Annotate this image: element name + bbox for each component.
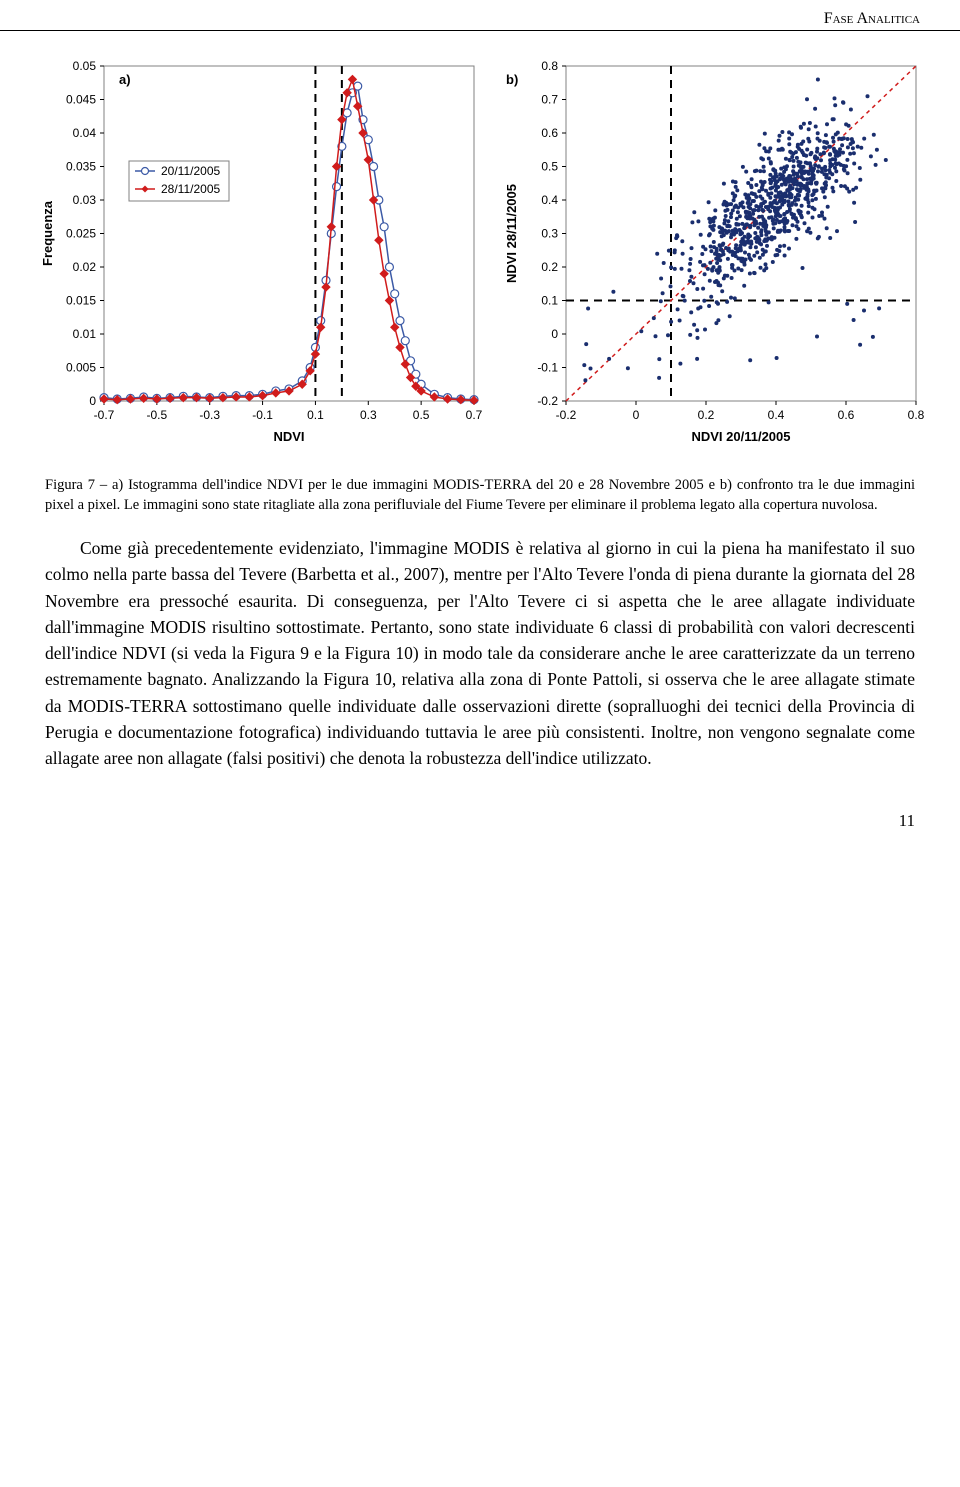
svg-text:0.025: 0.025 (66, 227, 96, 241)
svg-text:0.005: 0.005 (66, 361, 96, 375)
svg-text:-0.2: -0.2 (537, 394, 558, 408)
svg-text:0.015: 0.015 (66, 294, 96, 308)
svg-text:0.3: 0.3 (541, 227, 558, 241)
svg-text:0.01: 0.01 (73, 327, 97, 341)
chart-a-histogram: 0 0.005 0.01 0.015 0.02 0.025 0.03 0.035 0.04 0.0… (34, 51, 484, 451)
svg-text:20/11/2005: 20/11/2005 (161, 164, 220, 178)
svg-text:-0.7: -0.7 (94, 408, 115, 422)
svg-text:NDVI 28/11/2005: NDVI 28/11/2005 (504, 184, 519, 283)
svg-text:0.1: 0.1 (541, 294, 558, 308)
svg-text:0.04: 0.04 (73, 126, 97, 140)
svg-text:-0.1: -0.1 (537, 361, 558, 375)
svg-text:0.2: 0.2 (541, 260, 558, 274)
svg-text:0.035: 0.035 (66, 160, 96, 174)
svg-text:NDVI: NDVI (273, 429, 304, 444)
chart-b-scatter: -0.2 -0.1 0 0.1 0.2 0.3 0.4 0.5 0.6 0.7 0.8 -0.2 0 0.… (496, 51, 926, 451)
svg-text:0.7: 0.7 (541, 93, 558, 107)
svg-text:0: 0 (551, 327, 558, 341)
svg-text:0: 0 (89, 394, 96, 408)
svg-text:0.6: 0.6 (838, 408, 855, 422)
svg-text:-0.3: -0.3 (199, 408, 220, 422)
svg-text:0.2: 0.2 (698, 408, 715, 422)
charts-row: 0 0.005 0.01 0.015 0.02 0.025 0.03 0.035 0.04 0.0… (0, 31, 960, 461)
svg-text:0.8: 0.8 (908, 408, 925, 422)
svg-text:-0.1: -0.1 (252, 408, 273, 422)
svg-text:b): b) (506, 72, 518, 87)
svg-text:0.4: 0.4 (541, 193, 558, 207)
svg-text:0.5: 0.5 (541, 160, 558, 174)
svg-text:0.5: 0.5 (413, 408, 430, 422)
svg-text:0.03: 0.03 (73, 193, 97, 207)
svg-text:0: 0 (633, 408, 640, 422)
svg-text:NDVI 20/11/2005: NDVI 20/11/2005 (691, 429, 790, 444)
svg-text:0.02: 0.02 (73, 260, 97, 274)
svg-text:0.05: 0.05 (73, 59, 97, 73)
svg-text:Frequenza: Frequenza (40, 200, 55, 266)
svg-text:-0.5: -0.5 (147, 408, 168, 422)
body-paragraph: Come già precedentemente evidenziato, l'… (0, 525, 960, 791)
svg-text:-0.2: -0.2 (556, 408, 577, 422)
svg-text:0.6: 0.6 (541, 126, 558, 140)
page-header: Fase Analitica (0, 0, 960, 31)
figure-7-caption: Figura 7 – a) Istogramma dell'indice NDV… (0, 461, 960, 525)
svg-text:0.3: 0.3 (360, 408, 377, 422)
svg-text:0.1: 0.1 (307, 408, 324, 422)
svg-text:a): a) (119, 72, 131, 87)
svg-text:0.4: 0.4 (768, 408, 785, 422)
svg-text:0.045: 0.045 (66, 93, 96, 107)
page-number: 11 (0, 791, 960, 861)
svg-text:28/11/2005: 28/11/2005 (161, 182, 220, 196)
svg-text:0.8: 0.8 (541, 59, 558, 73)
svg-text:0.7: 0.7 (466, 408, 483, 422)
